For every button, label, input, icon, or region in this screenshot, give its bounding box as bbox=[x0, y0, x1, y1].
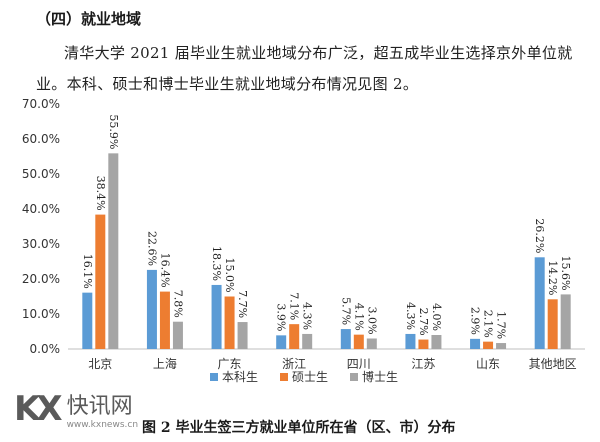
data-label: 15.6% bbox=[559, 255, 572, 290]
legend-label: 本科生 bbox=[222, 370, 258, 384]
bar bbox=[496, 343, 507, 349]
bar bbox=[366, 338, 377, 349]
data-label: 7.1% bbox=[288, 292, 301, 320]
data-label: 14.2% bbox=[546, 260, 559, 295]
legend-label: 博士生 bbox=[362, 369, 398, 384]
data-label: 1.7% bbox=[495, 311, 508, 339]
data-label: 3.0% bbox=[365, 307, 378, 335]
data-label: 4.0% bbox=[430, 303, 443, 331]
y-tick-label: 60.0% bbox=[22, 132, 60, 146]
bar bbox=[302, 333, 313, 349]
bar bbox=[159, 291, 170, 349]
section-heading: （四）就业地域 bbox=[36, 10, 142, 28]
chart-caption: 图 2 毕业生签三方就业单位所在省（区、市）分布 bbox=[142, 420, 456, 436]
bar bbox=[237, 322, 248, 349]
x-tick-label: 北京 bbox=[88, 357, 112, 371]
x-tick-label: 江苏 bbox=[411, 357, 435, 371]
data-label: 2.7% bbox=[417, 308, 430, 336]
watermark-url: www.kxnews.cn bbox=[66, 420, 139, 430]
bar bbox=[108, 153, 119, 349]
y-tick-label: 40.0% bbox=[22, 202, 60, 216]
data-label: 4.3% bbox=[404, 302, 417, 330]
bar bbox=[405, 333, 416, 349]
x-tick-label: 其他地区 bbox=[529, 357, 577, 371]
watermark: KX 快讯网 www.kxnews.cn bbox=[14, 388, 138, 430]
legend: 本科生 硕士生 博士生 bbox=[210, 369, 398, 384]
data-label: 4.3% bbox=[301, 302, 314, 330]
bar bbox=[418, 339, 429, 349]
x-tick-label: 浙江 bbox=[282, 357, 306, 371]
data-label: 7.7% bbox=[236, 290, 249, 318]
bar bbox=[560, 294, 571, 349]
data-label: 16.1% bbox=[81, 254, 94, 289]
data-label: 16.4% bbox=[158, 253, 171, 288]
bar bbox=[340, 329, 351, 349]
data-label: 5.7% bbox=[339, 297, 352, 325]
bar bbox=[353, 334, 364, 349]
bar bbox=[483, 341, 494, 349]
y-tick-label: 30.0% bbox=[22, 237, 60, 251]
x-tick-label: 广东 bbox=[218, 357, 242, 371]
bar bbox=[211, 284, 222, 349]
bar bbox=[470, 338, 481, 349]
watermark-logo: KX bbox=[14, 389, 63, 429]
bar bbox=[547, 299, 558, 349]
legend-label: 硕士生 bbox=[292, 370, 328, 384]
x-axis: 北京 上海 广东 浙江 四川 江苏 山东 其他地区 bbox=[88, 356, 576, 371]
bar bbox=[276, 335, 287, 349]
legend-swatch bbox=[280, 373, 288, 381]
y-tick-label: 20.0% bbox=[22, 272, 60, 286]
data-label: 38.4% bbox=[94, 176, 107, 211]
bar bbox=[289, 324, 300, 349]
bars: 16.1% 22.6% 18.3% 3.9% 5.7% 4.3% 2.9% 26.2% 38.4… bbox=[81, 114, 572, 349]
y-tick-label: 0.0% bbox=[30, 342, 61, 356]
data-label: 3.9% bbox=[275, 303, 288, 331]
bar bbox=[172, 321, 183, 349]
y-tick-label: 50.0% bbox=[22, 167, 60, 181]
data-label: 55.9% bbox=[107, 114, 120, 149]
watermark-name: 快讯网 bbox=[66, 394, 133, 419]
bar bbox=[95, 214, 106, 349]
data-label: 2.9% bbox=[469, 307, 482, 335]
y-axis: 0.0% 10.0% 20.0% 30.0% 40.0% 50.0% 60.0% 70.0% bbox=[22, 97, 585, 356]
y-tick-label: 10.0% bbox=[22, 307, 60, 321]
x-tick-label: 山东 bbox=[476, 357, 500, 371]
y-tick-label: 70.0% bbox=[22, 97, 60, 111]
data-label: 4.1% bbox=[352, 303, 365, 331]
data-label: 15.0% bbox=[223, 258, 236, 293]
intro-paragraph: 清华大学 2021 届毕业生就业地域分布广泛，超五成毕业生选择京外单位就业。本科… bbox=[36, 44, 573, 93]
data-label: 7.8% bbox=[171, 290, 184, 318]
bar bbox=[431, 335, 442, 349]
x-tick-label: 上海 bbox=[153, 356, 177, 371]
data-label: 2.1% bbox=[482, 310, 495, 338]
data-label: 22.6% bbox=[145, 231, 158, 266]
data-label: 18.3% bbox=[210, 246, 223, 281]
x-tick-label: 四川 bbox=[347, 357, 371, 371]
bar bbox=[534, 257, 545, 349]
legend-swatch bbox=[350, 373, 358, 381]
bar bbox=[146, 269, 157, 349]
legend-swatch bbox=[210, 373, 218, 381]
bar bbox=[82, 292, 93, 349]
bar bbox=[224, 296, 235, 349]
data-label: 26.2% bbox=[533, 218, 546, 253]
